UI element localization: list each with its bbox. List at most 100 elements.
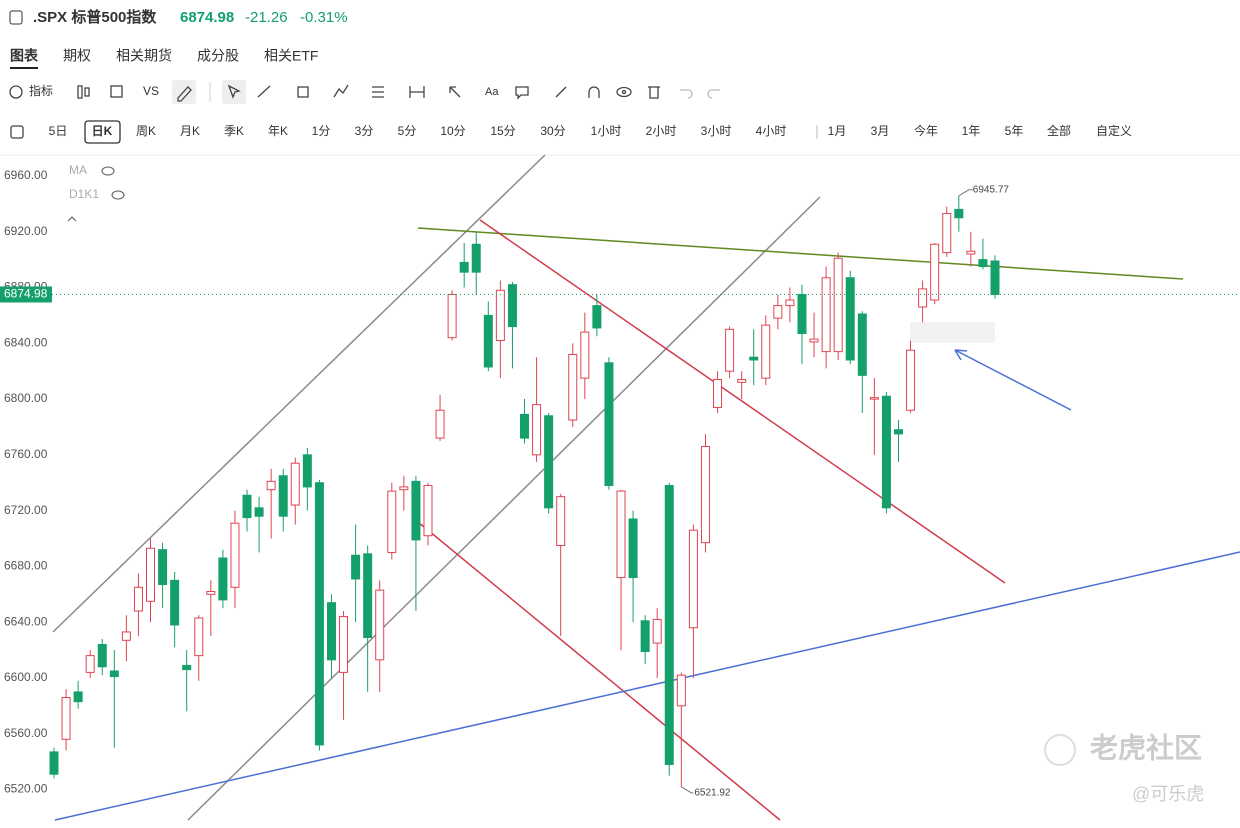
candle-body	[616, 490, 626, 579]
period[interactable]: 周K	[136, 124, 156, 138]
high-label: 6945.77	[973, 184, 1010, 195]
kdj-label[interactable]: D1K1	[69, 187, 99, 201]
candle-body	[61, 696, 71, 740]
eye-icons[interactable]	[67, 166, 125, 222]
candle-body	[266, 480, 276, 491]
period[interactable]: 10分	[440, 124, 465, 138]
change-pct: -0.31%	[300, 9, 348, 26]
candle-body	[652, 618, 662, 644]
vs-button[interactable]: VS	[143, 84, 159, 98]
candle-body	[664, 485, 674, 765]
tab[interactable]: 相关期货	[116, 48, 172, 64]
candle-body	[749, 356, 759, 361]
candle-body	[278, 475, 288, 517]
period[interactable]: 2小时	[646, 124, 677, 138]
candle-body	[580, 331, 590, 379]
candle-body	[532, 404, 542, 456]
tab[interactable]: 期权	[63, 48, 91, 64]
candle-body	[133, 586, 143, 612]
candle-body	[520, 413, 529, 439]
tab[interactable]: 图表	[10, 48, 39, 64]
candle-body	[146, 547, 156, 602]
period[interactable]: 全部	[1047, 123, 1071, 138]
period[interactable]: 5年	[1005, 124, 1024, 138]
candle-body	[954, 208, 964, 219]
candle-body	[809, 338, 819, 343]
candle-body	[761, 324, 771, 379]
y-tick-label: 6720.00	[4, 503, 48, 517]
candle-body	[845, 277, 855, 361]
candle-body	[797, 293, 807, 335]
period[interactable]: 今年	[914, 123, 938, 138]
period[interactable]: 15分	[490, 124, 515, 138]
period[interactable]: 1小时	[591, 124, 622, 138]
text-tool[interactable]: Aa	[485, 86, 499, 98]
period[interactable]: 3分	[355, 124, 374, 138]
candle-body	[881, 395, 891, 509]
candle-body	[387, 490, 397, 553]
candle-body	[725, 328, 735, 372]
candle-body	[73, 691, 83, 703]
candle-body	[773, 305, 783, 319]
candle-body	[869, 397, 879, 400]
candle-body	[568, 353, 578, 421]
period[interactable]: 1分	[312, 124, 331, 138]
candle-body	[411, 480, 421, 541]
period[interactable]: 1年	[962, 124, 981, 138]
back-icon[interactable]	[9, 10, 23, 25]
candle-body	[351, 554, 361, 580]
candle-body	[833, 257, 843, 353]
period[interactable]: 30分	[540, 124, 565, 138]
y-tick-label: 6640.00	[4, 614, 48, 628]
period[interactable]: 4小时	[756, 124, 787, 138]
candle-body	[242, 494, 252, 519]
last-price-label: 6874.98	[4, 287, 48, 301]
period[interactable]: 5日	[49, 124, 68, 138]
candle-body	[49, 751, 59, 775]
low-label: 6521.92	[694, 787, 731, 798]
candle-body	[990, 260, 1000, 295]
period[interactable]: 自定义	[1096, 123, 1132, 138]
chart	[49, 154, 1240, 821]
candle-body	[254, 507, 264, 517]
period[interactable]: 季K	[224, 124, 244, 138]
candle-body	[544, 415, 554, 509]
period[interactable]: 年K	[268, 124, 288, 138]
candle-body	[978, 259, 988, 268]
candle-body	[423, 485, 433, 537]
tab-underline	[10, 67, 38, 69]
watermark-logo	[1044, 734, 1076, 766]
candle-body	[918, 288, 928, 308]
candle-body	[604, 362, 614, 487]
period[interactable]: 日K	[92, 124, 113, 138]
period[interactable]: 月K	[180, 124, 200, 138]
ma-label[interactable]: MA	[69, 163, 87, 177]
y-tick-label: 6600.00	[4, 670, 48, 684]
leader	[681, 786, 694, 794]
candle-body	[906, 349, 916, 411]
indicator-button[interactable]: 指标	[29, 83, 53, 98]
candle-body	[930, 243, 940, 301]
y-tick-label: 6520.00	[4, 782, 48, 796]
candle-body	[182, 664, 192, 671]
candle-body	[85, 655, 95, 673]
tab[interactable]: 相关ETF	[264, 48, 318, 64]
leader	[958, 189, 973, 197]
candle-body	[857, 313, 867, 376]
candle-body	[97, 643, 107, 668]
candle-body	[592, 305, 602, 329]
y-tick-label: 6680.00	[4, 559, 48, 573]
candle-body	[713, 379, 723, 408]
drawings	[52, 154, 1240, 821]
period[interactable]: 5分	[398, 124, 417, 138]
candle-body	[206, 591, 216, 595]
candle-body	[170, 579, 180, 626]
candle-body	[966, 250, 976, 255]
period[interactable]: 3小时	[701, 124, 732, 138]
period[interactable]: 1月	[828, 124, 847, 138]
candle-body	[942, 213, 952, 254]
tab[interactable]: 成分股	[197, 48, 239, 64]
period[interactable]: 3月	[871, 124, 890, 138]
price: 6874.98	[180, 9, 234, 26]
